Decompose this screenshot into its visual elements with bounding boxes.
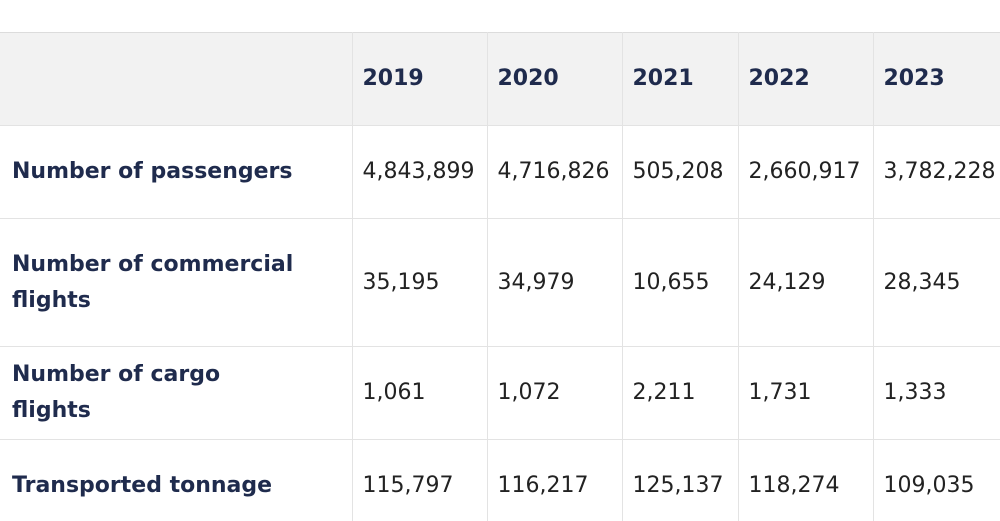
table-cell: 116,217 xyxy=(486,439,623,521)
table-cell: 28,345 xyxy=(872,218,1000,347)
table-row-cargo-flights: Number of cargo flights 1,061 1,072 2,21… xyxy=(0,346,1000,440)
table-cell: 125,137 xyxy=(621,439,739,521)
row-label: Number of cargo flights xyxy=(0,346,353,440)
column-header-2023: 2023 xyxy=(872,32,1000,126)
table-cell: 1,731 xyxy=(737,346,874,440)
row-label-text: Number of commercial flights xyxy=(12,251,294,313)
table-cell: 35,195 xyxy=(351,218,488,347)
table-cell: 1,072 xyxy=(486,346,623,440)
table-cell: 34,979 xyxy=(486,218,623,347)
row-label: Transported tonnage xyxy=(0,439,353,521)
table-cell: 115,797 xyxy=(351,439,488,521)
table-cell: 10,655 xyxy=(621,218,739,347)
table-corner-cell xyxy=(0,32,353,126)
row-label-text: Transported tonnage xyxy=(12,472,273,498)
table-cell: 3,782,228 xyxy=(872,125,1000,219)
row-label: Number of passengers xyxy=(0,125,353,219)
table-cell: 24,129 xyxy=(737,218,874,347)
column-header-2019: 2019 xyxy=(351,32,488,126)
table-row-commercial-flights: Number of commercial flights 35,195 34,9… xyxy=(0,218,1000,347)
table-header-row: 2019 2020 2021 2022 2023 xyxy=(0,32,1000,126)
table-cell: 1,333 xyxy=(872,346,1000,440)
airport-statistics-table: 2019 2020 2021 2022 2023 Number of passe… xyxy=(0,32,1000,521)
row-label: Number of commercial flights xyxy=(0,218,353,347)
column-header-2022: 2022 xyxy=(737,32,874,126)
table-cell: 505,208 xyxy=(621,125,739,219)
table-row-tonnage: Transported tonnage 115,797 116,217 125,… xyxy=(0,439,1000,521)
column-header-2020: 2020 xyxy=(486,32,623,126)
table-cell: 109,035 xyxy=(872,439,1000,521)
table-cell: 118,274 xyxy=(737,439,874,521)
table-row-passengers: Number of passengers 4,843,899 4,716,826… xyxy=(0,125,1000,219)
row-label-text: Number of passengers xyxy=(12,159,293,184)
table-cell: 4,716,826 xyxy=(486,125,623,219)
table-cell: 2,211 xyxy=(621,346,739,440)
column-header-2021: 2021 xyxy=(621,32,739,126)
table-cell: 4,843,899 xyxy=(351,125,488,219)
table-cell: 1,061 xyxy=(351,346,488,440)
table-cell: 2,660,917 xyxy=(737,125,874,219)
row-label-text: Number of cargo flights xyxy=(12,362,221,423)
